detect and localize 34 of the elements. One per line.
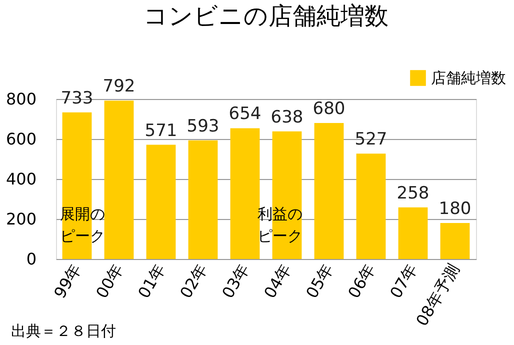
x-tick-label: 02年 [176, 260, 211, 302]
data-label: 258 [396, 183, 430, 204]
data-label: 733 [60, 88, 94, 108]
x-tick-label: 06年 [344, 260, 379, 302]
data-label: 527 [354, 130, 388, 150]
bar [188, 140, 218, 259]
y-tick-label: 600 [6, 130, 36, 148]
bar [314, 123, 344, 259]
data-label: 680 [312, 99, 346, 119]
data-label: 638 [270, 107, 304, 128]
y-tick-label: 200 [6, 210, 36, 228]
y-tick-label: 400 [6, 170, 36, 188]
source-note: 出典＝２８日付 [11, 322, 116, 340]
x-tick-label: 01年 [134, 260, 169, 302]
x-tick-label: 03年 [218, 260, 253, 302]
legend-label: 店舗純増数 [431, 69, 506, 87]
data-label: 180 [438, 199, 472, 219]
y-tick-label: 0 [26, 250, 36, 268]
chart-title: コンビニの店舗純増数 [144, 2, 388, 30]
data-label: 571 [144, 120, 178, 141]
x-tick-label: 04年 [260, 260, 295, 302]
bar [440, 223, 470, 259]
x-tick-label: 99年 [50, 260, 85, 302]
bar [104, 100, 134, 259]
data-label: 792 [102, 76, 136, 97]
data-label: 654 [228, 104, 262, 124]
x-tick-label: 07年 [386, 260, 421, 302]
bar [146, 144, 176, 259]
x-tick-label: 05年 [302, 260, 337, 302]
x-tick-label: 00年 [92, 260, 127, 302]
y-tick-label: 800 [6, 90, 36, 108]
bar [356, 154, 386, 259]
data-label: 593 [186, 116, 220, 136]
bar [398, 207, 428, 259]
